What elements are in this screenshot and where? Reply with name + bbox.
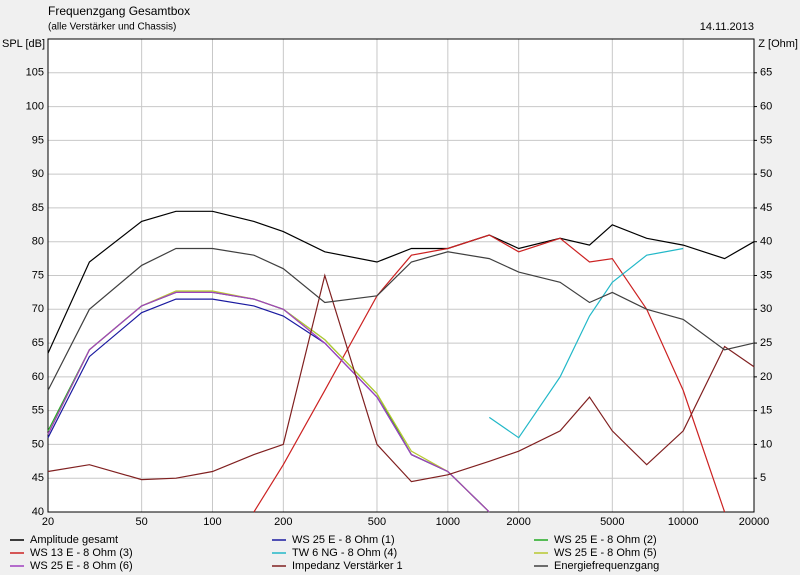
- y2-tick-label: 50: [760, 168, 772, 180]
- x-tick-label: 200: [274, 516, 292, 528]
- y2-tick-label: 20: [760, 371, 772, 383]
- y2-tick-label: 60: [760, 100, 772, 112]
- x-tick-label: 50: [136, 516, 148, 528]
- series-line: [253, 234, 726, 513]
- legend-label: WS 25 E - 8 Ohm (6): [30, 560, 133, 572]
- y-tick-label: 85: [32, 202, 44, 214]
- y-tick-label: 95: [32, 134, 44, 146]
- x-tick-label: 500: [368, 516, 386, 528]
- chart-title: Frequenzgang Gesamtbox: [48, 4, 190, 18]
- y-tick-label: 60: [32, 371, 44, 383]
- y2-tick-label: 55: [760, 134, 772, 146]
- y2-tick-label: 30: [760, 303, 772, 315]
- y2-tick-label: 35: [760, 269, 772, 281]
- y2-tick-label: 45: [760, 202, 772, 214]
- y-tick-label: 40: [32, 506, 44, 518]
- y-tick-label: 65: [32, 337, 44, 349]
- series-line: [47, 291, 490, 513]
- series-line: [47, 273, 755, 483]
- y-tick-label: 70: [32, 303, 44, 315]
- series-line: [47, 247, 755, 391]
- y-tick-label: 90: [32, 168, 44, 180]
- y2-tick-label: 10: [760, 438, 772, 450]
- x-tick-label: 10000: [668, 516, 699, 528]
- series-line: [47, 210, 755, 354]
- y-axis-label: SPL [dB]: [2, 38, 45, 50]
- date: 14.11.2013: [700, 21, 754, 33]
- y2-tick-label: 40: [760, 236, 772, 248]
- y-tick-label: 50: [32, 438, 44, 450]
- legend-label: WS 25 E - 8 Ohm (2): [554, 534, 657, 546]
- y-tick-label: 75: [32, 269, 44, 281]
- x-tick-label: 20000: [739, 516, 770, 528]
- y-tick-label: 80: [32, 236, 44, 248]
- series-line: [488, 247, 684, 439]
- legend-label: WS 25 E - 8 Ohm (1): [292, 534, 395, 546]
- y-tick-label: 45: [32, 472, 44, 484]
- legend-label: Energiefrequenzgang: [554, 560, 659, 572]
- legend-label: TW 6 NG - 8 Ohm (4): [292, 547, 397, 559]
- chart-subtitle: (alle Verstärker und Chassis): [48, 22, 176, 33]
- y2-tick-label: 65: [760, 67, 772, 79]
- y-tick-label: 105: [26, 67, 44, 79]
- y2-tick-label: 5: [760, 472, 766, 484]
- x-tick-label: 5000: [600, 516, 624, 528]
- legend-label: WS 25 E - 8 Ohm (5): [554, 547, 657, 559]
- y2-tick-label: 15: [760, 405, 772, 417]
- legend-label: WS 13 E - 8 Ohm (3): [30, 547, 133, 559]
- y-tick-label: 100: [26, 100, 44, 112]
- x-tick-label: 1000: [436, 516, 460, 528]
- y2-tick-label: 25: [760, 337, 772, 349]
- x-tick-label: 2000: [506, 516, 530, 528]
- legend-label: Impedanz Verstärker 1: [292, 560, 403, 572]
- x-tick-label: 100: [203, 516, 221, 528]
- legend-label: Amplitude gesamt: [30, 534, 118, 546]
- plot-frame: [47, 38, 755, 513]
- y2-axis-label: Z [Ohm]: [758, 38, 798, 50]
- x-tick-label: 20: [42, 516, 54, 528]
- y-tick-label: 55: [32, 405, 44, 417]
